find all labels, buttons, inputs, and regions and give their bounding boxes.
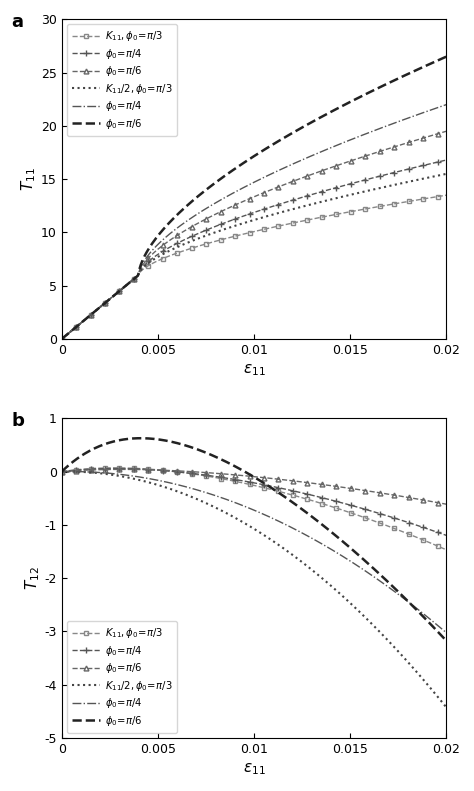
X-axis label: $\varepsilon_{11}$: $\varepsilon_{11}$ [243, 362, 265, 378]
Legend: $K_{11},\phi_0\!=\!\pi/3$, $\phi_0\!=\!\pi/4$, $\phi_0\!=\!\pi/6$, $K_{11}/2,\ph: $K_{11},\phi_0\!=\!\pi/3$, $\phi_0\!=\!\… [67, 622, 177, 733]
Y-axis label: $T_{12}$: $T_{12}$ [23, 566, 42, 590]
Legend: $K_{11},\phi_0\!=\!\pi/3$, $\phi_0\!=\!\pi/4$, $\phi_0\!=\!\pi/6$, $K_{11}/2,\ph: $K_{11},\phi_0\!=\!\pi/3$, $\phi_0\!=\!\… [67, 25, 177, 136]
Y-axis label: $T_{11}$: $T_{11}$ [19, 168, 38, 191]
X-axis label: $\varepsilon_{11}$: $\varepsilon_{11}$ [243, 762, 265, 777]
Text: a: a [12, 13, 24, 31]
Text: b: b [12, 412, 25, 430]
